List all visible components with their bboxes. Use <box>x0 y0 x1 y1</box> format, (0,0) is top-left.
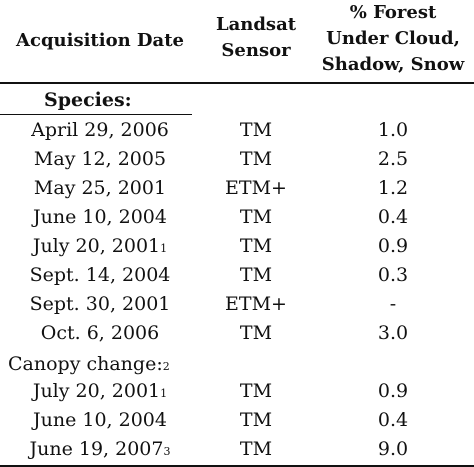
table-row: June 10, 2004 TM 0.4 <box>0 406 474 435</box>
footnote-marker: 1 <box>160 242 168 255</box>
header-acquisition-date: Acquisition Date <box>16 30 184 51</box>
cell-sensor: TM <box>239 119 273 141</box>
cell-acquisition-date: July 20, 20011 <box>32 380 168 402</box>
bottom-rule <box>0 465 474 467</box>
table-row: June 19, 20073 TM 9.0 <box>0 435 474 464</box>
header-forest-line2: Under Cloud, <box>326 28 460 49</box>
cell-percent-forest: 1.0 <box>377 119 409 141</box>
cell-acquisition-date: May 25, 2001 <box>33 177 167 199</box>
cell-sensor: TM <box>239 235 273 257</box>
table-row: May 25, 2001 ETM+ 1.2 <box>0 174 474 203</box>
header-landsat-sensor-line2: Sensor <box>221 40 291 61</box>
cell-sensor: TM <box>239 380 273 402</box>
cell-sensor: TM <box>239 206 273 228</box>
cell-sensor: TM <box>239 322 273 344</box>
cell-acquisition-date: June 10, 2004 <box>33 409 167 431</box>
cell-percent-forest: - <box>389 293 397 315</box>
cell-sensor: TM <box>239 264 273 286</box>
cell-acquisition-date: Sept. 14, 2004 <box>29 264 171 286</box>
section-label-species: Species: <box>44 89 132 111</box>
table-row: April 29, 2006 TM 1.0 <box>0 116 474 145</box>
cell-sensor: ETM+ <box>225 293 287 315</box>
cell-acquisition-date: Oct. 6, 2006 <box>40 322 160 344</box>
cell-percent-forest: 2.5 <box>377 148 409 170</box>
cell-sensor: TM <box>239 438 273 460</box>
table-row: May 12, 2005 TM 2.5 <box>0 145 474 174</box>
footnote-marker: 3 <box>163 445 171 458</box>
header-rule <box>0 82 474 84</box>
footnote-marker: 1 <box>160 387 168 400</box>
cell-percent-forest: 0.9 <box>377 235 409 257</box>
cell-percent-forest: 0.3 <box>377 264 409 286</box>
table-row: July 20, 20011 TM 0.9 <box>0 377 474 406</box>
cell-percent-forest: 1.2 <box>377 177 409 199</box>
section-label-canopy-change: Canopy change:2 <box>8 353 170 375</box>
table-row: June 10, 2004 TM 0.4 <box>0 203 474 232</box>
cell-acquisition-date: July 20, 20011 <box>32 235 168 257</box>
cell-percent-forest: 0.4 <box>377 206 409 228</box>
cell-sensor: TM <box>239 148 273 170</box>
header-forest-line3: Shadow, Snow <box>321 54 465 75</box>
header-forest-line1: % Forest <box>349 2 437 23</box>
table-row: Sept. 30, 2001 ETM+ - <box>0 290 474 319</box>
cell-acquisition-date: May 12, 2005 <box>33 148 167 170</box>
cell-acquisition-date: April 29, 2006 <box>31 119 169 141</box>
cell-sensor: TM <box>239 409 273 431</box>
cell-acquisition-date: June 10, 2004 <box>33 206 167 228</box>
cell-acquisition-date: Sept. 30, 2001 <box>29 293 171 315</box>
cell-percent-forest: 0.9 <box>377 380 409 402</box>
table-row: Oct. 6, 2006 TM 3.0 <box>0 319 474 348</box>
cell-acquisition-date: June 19, 20073 <box>29 438 171 460</box>
section-rule-species <box>0 114 192 115</box>
cell-sensor: ETM+ <box>225 177 287 199</box>
table-row: July 20, 20011 TM 0.9 <box>0 232 474 261</box>
table-row: Sept. 14, 2004 TM 0.3 <box>0 261 474 290</box>
cell-percent-forest: 3.0 <box>377 322 409 344</box>
header-landsat-sensor-line1: Landsat <box>215 14 297 35</box>
cell-percent-forest: 9.0 <box>377 438 409 460</box>
cell-percent-forest: 0.4 <box>377 409 409 431</box>
